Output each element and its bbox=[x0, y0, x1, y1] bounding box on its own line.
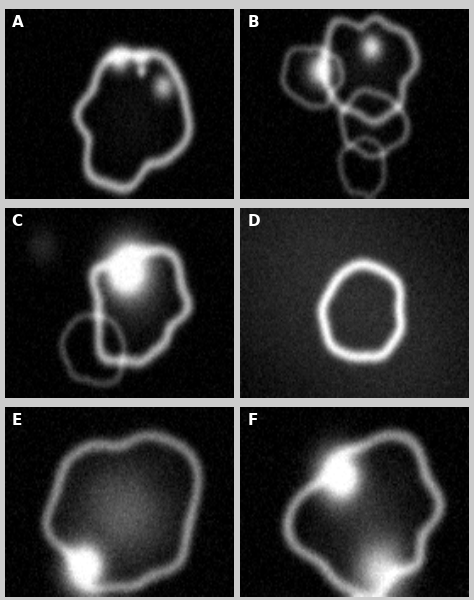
Text: E: E bbox=[11, 413, 22, 428]
Text: C: C bbox=[11, 214, 23, 229]
Text: A: A bbox=[11, 14, 23, 29]
Text: D: D bbox=[247, 214, 260, 229]
Text: F: F bbox=[247, 413, 258, 428]
Text: B: B bbox=[247, 14, 259, 29]
